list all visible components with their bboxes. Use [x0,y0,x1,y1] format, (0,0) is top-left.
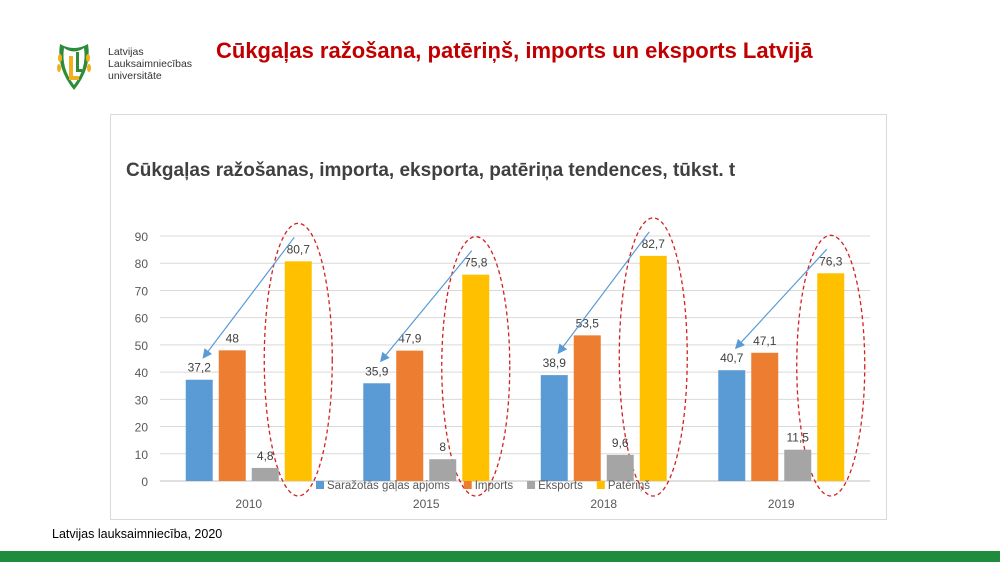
trend-arrow [734,248,828,350]
y-tick-label: 0 [141,475,148,489]
legend-swatch [596,481,605,489]
bar [429,459,457,481]
data-label: 38,9 [543,356,567,370]
legend-swatch [527,481,536,489]
y-tick-label: 90 [135,230,149,244]
bar [462,274,490,481]
bar [639,255,667,481]
highlight-ellipse [263,222,333,497]
bar [540,375,568,481]
y-tick-label: 40 [135,366,149,380]
y-tick-label: 10 [135,448,149,462]
footer-bar [0,551,1000,562]
trend-arrow [557,231,650,355]
data-label: 9,6 [612,436,629,450]
x-tick-label: 2015 [413,497,440,511]
data-label: 82,7 [642,237,666,251]
data-label: 48 [226,331,240,345]
slide-title: Cūkgaļas ražošana, patēriņš, imports un … [216,38,813,63]
logo-line: Latvijas [108,46,144,58]
legend-label: Imports [475,480,514,492]
bar [784,449,812,481]
highlight-ellipse [796,234,866,497]
data-label: 40,7 [720,351,744,365]
data-label: 76,3 [819,254,843,268]
x-tick-label: 2019 [768,497,795,511]
data-label: 53,5 [576,316,600,330]
bar [185,379,213,481]
logo-line: Lauksaimniecības [108,58,193,70]
bar [718,370,746,481]
legend-swatch [463,481,472,489]
data-label: 35,9 [365,364,389,378]
data-label: 8 [439,440,446,454]
data-label: 47,1 [753,334,777,348]
x-tick-label: 2018 [590,497,617,511]
legend-label: Patēriņš [608,480,650,492]
y-tick-label: 20 [135,421,149,435]
bar [751,352,779,481]
y-tick-label: 60 [135,312,149,326]
university-logo [57,44,91,90]
legend-swatch [316,481,324,489]
legend-label: Saražotās gaļas apjoms [327,480,450,492]
y-tick-label: 30 [135,393,149,407]
source-note: Latvijas lauksaimniecība, 2020 [52,527,223,541]
x-tick-label: 2010 [235,497,262,511]
wheat-icon [57,44,91,90]
bar [606,454,634,481]
logo-text: Latvijas Lauksaimniecības universitāte [108,46,192,82]
bar [363,383,391,481]
data-label: 47,9 [398,332,422,346]
chart-title: Cūkgaļas ražošanas, importa, eksporta, p… [126,160,736,181]
data-label: 37,2 [188,361,212,375]
bar [284,261,312,481]
y-tick-label: 50 [135,339,149,353]
trend-arrow [379,250,473,363]
data-label: 4,8 [257,449,274,463]
y-tick-label: 70 [135,284,149,298]
bar-chart: Cūkgaļas ražošanas, importa, eksporta, p… [126,160,870,511]
data-label: 80,7 [287,242,311,256]
bar [396,350,424,481]
data-label: 11,5 [787,431,810,445]
data-label: 75,8 [464,256,488,270]
logo-line: universitāte [108,70,162,82]
bar [573,335,601,481]
trend-arrow [202,236,295,359]
y-tick-label: 80 [135,257,149,271]
bar [251,467,279,481]
bar [218,350,246,481]
legend-label: Eksports [538,480,583,492]
bar [817,273,845,481]
